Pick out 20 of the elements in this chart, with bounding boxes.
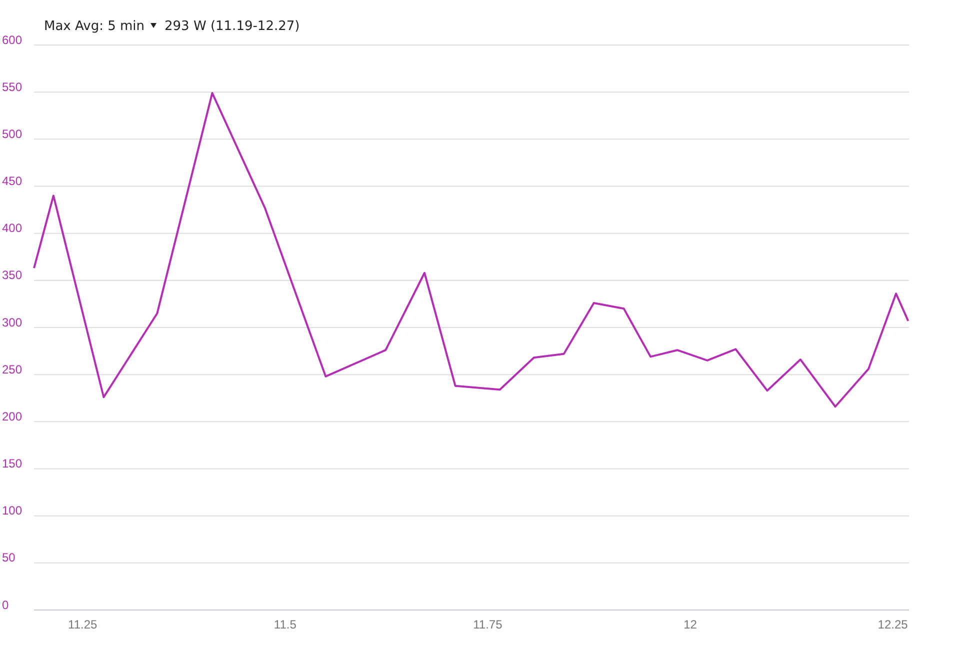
x-tick-label: 12.25: [878, 618, 908, 632]
y-tick-label: 300: [2, 315, 22, 330]
y-tick-label: 350: [2, 268, 22, 282]
y-tick-label: 100: [2, 504, 22, 518]
chart-title: Max Avg: 5 min: [44, 19, 145, 34]
y-tick-label: 150: [2, 456, 22, 471]
y-tick-label: 200: [2, 409, 22, 424]
y-tick-label: 500: [2, 126, 22, 141]
x-tick-label: 11.5: [274, 618, 297, 632]
y-tick-label: 450: [2, 174, 22, 188]
x-tick-label: 12: [684, 618, 698, 632]
y-tick-label: 250: [2, 362, 22, 376]
y-tick-label: 600: [2, 32, 22, 47]
y-tick-label: 0: [2, 598, 9, 612]
x-tick-label: 11.25: [68, 618, 98, 632]
x-tick-label: 11.75: [473, 618, 503, 632]
y-tick-label: 50: [2, 550, 16, 565]
chart-subtitle: 293 W (11.19-12.27): [164, 19, 300, 34]
y-tick-label: 400: [2, 221, 22, 236]
y-tick-label: 550: [2, 80, 22, 94]
